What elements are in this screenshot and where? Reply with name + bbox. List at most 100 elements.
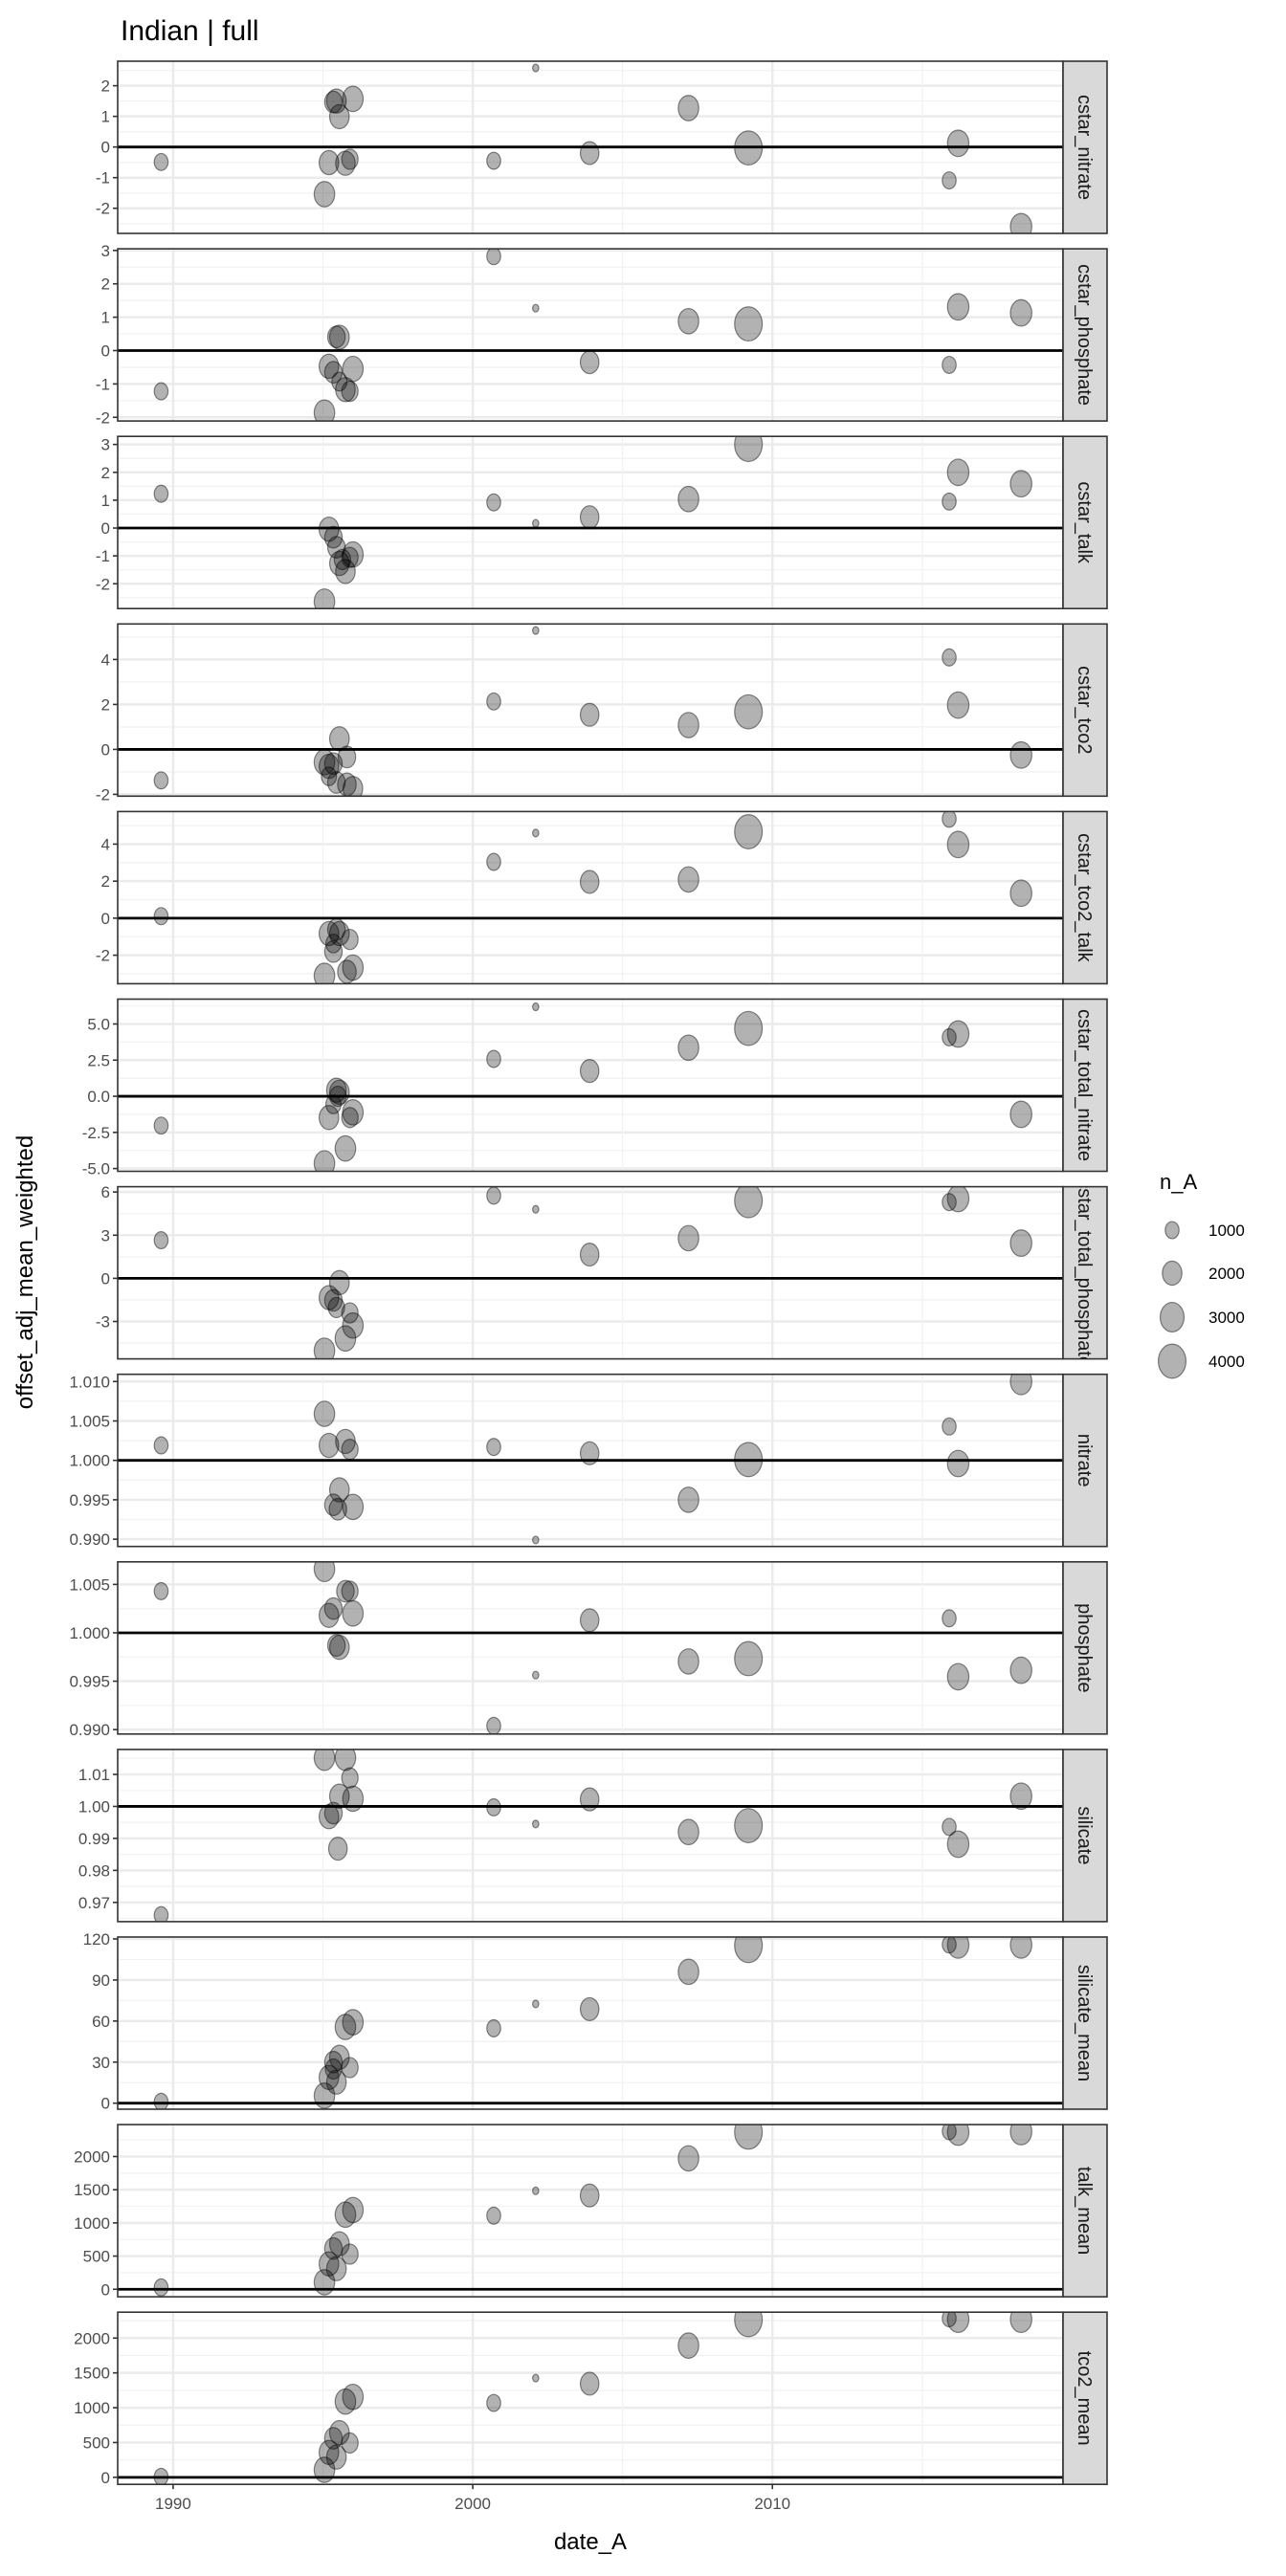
data-point	[325, 2256, 347, 2281]
data-point	[342, 355, 365, 383]
facet-panel-silicate-mean: 0 30 60 90 120 silicate_mean	[83, 1930, 1108, 2113]
data-point	[942, 811, 957, 828]
data-point	[532, 518, 540, 528]
y-tick-label: 2.5	[87, 1051, 110, 1069]
data-point	[734, 814, 764, 849]
y-tick-label: 4	[101, 650, 110, 669]
data-point	[942, 2125, 957, 2141]
y-tick-label: 0	[101, 910, 110, 928]
legend-key-circle	[1162, 1260, 1183, 1287]
data-point	[342, 540, 365, 568]
data-point	[334, 2014, 357, 2040]
facet-panel-silicate: 0.97 0.98 0.99 1.00 1.01 silicate	[78, 1749, 1108, 1923]
data-point	[326, 917, 346, 941]
data-point	[328, 2231, 350, 2257]
data-point	[677, 2332, 699, 2359]
data-point	[677, 485, 699, 513]
data-point	[532, 1819, 540, 1829]
data-point	[946, 1830, 970, 1859]
y-tick-label: -2	[96, 785, 110, 804]
data-point	[532, 1535, 540, 1545]
y-tick-label: 3	[101, 436, 110, 454]
data-point	[334, 1749, 357, 1772]
y-tick-label: 0.990	[69, 1530, 110, 1549]
y-tick-label: -1	[96, 169, 110, 187]
data-point	[677, 2145, 699, 2172]
y-axis-label: offset_adj_mean_weighted	[12, 1135, 38, 1409]
data-point	[153, 484, 169, 503]
y-tick-label: 60	[92, 2013, 110, 2031]
data-point	[734, 1442, 764, 1478]
data-point	[324, 934, 342, 954]
y-tick-label: 0.99	[78, 1830, 110, 1848]
y-tick-label: 1.01	[78, 1766, 110, 1784]
data-point	[734, 1640, 764, 1677]
data-point	[341, 1107, 359, 1129]
panel-background	[118, 1937, 1063, 2109]
y-tick-label: 30	[92, 2054, 110, 2072]
data-point	[335, 377, 356, 403]
legend-title: n_A	[1160, 1170, 1197, 1194]
data-point	[579, 1787, 600, 1812]
data-point	[342, 2196, 365, 2224]
data-point	[1009, 1937, 1032, 1959]
data-point	[486, 493, 501, 512]
panel-background	[118, 1186, 1063, 1359]
data-point	[318, 920, 340, 947]
data-point	[942, 1417, 957, 1436]
y-tick-label: 0.995	[69, 1673, 110, 1691]
facet-strip	[1062, 623, 1108, 798]
data-point	[486, 692, 501, 711]
y-tick-label: -5.0	[82, 1160, 110, 1178]
y-tick-label: 1.005	[69, 1575, 110, 1594]
y-tick-label: 2	[101, 872, 110, 891]
panel-plot-area	[118, 1186, 1063, 1359]
facet-strip-label-group: cstar_tco2_talk	[1074, 833, 1095, 963]
facet-strip-label: cstar_total_nitrate	[1074, 1009, 1095, 1161]
data-point	[341, 928, 359, 951]
data-point	[579, 702, 600, 727]
y-tick-label: 2	[101, 77, 110, 96]
data-point	[328, 2044, 350, 2070]
data-point	[677, 1034, 699, 1062]
data-point	[1009, 212, 1032, 233]
data-point	[579, 2183, 600, 2208]
data-point	[313, 1337, 336, 1359]
data-point	[532, 626, 540, 635]
data-point	[153, 907, 169, 926]
data-point	[341, 2432, 359, 2455]
data-point	[946, 1937, 970, 1959]
data-point	[1009, 740, 1032, 769]
panel-background	[118, 2125, 1063, 2298]
facet-strip	[1062, 60, 1108, 234]
y-tick-label: 0.98	[78, 1861, 110, 1880]
panel-plot-area	[118, 436, 1063, 609]
facet-strip-label-group: cstar_nitrate	[1074, 95, 1095, 200]
data-point	[1009, 879, 1032, 908]
data-point	[946, 2125, 970, 2147]
data-point	[318, 149, 340, 176]
data-point	[328, 1079, 350, 1106]
facet-strip-label: cstar_talk	[1074, 481, 1095, 564]
x-axis: 1990 2000 2010	[155, 2484, 790, 2513]
data-point	[342, 2383, 365, 2411]
y-tick-label: 3	[101, 242, 110, 260]
facet-panel-cstar-tco2: -2 0 2 4 cstar_tco2	[96, 623, 1108, 804]
y-tick-label: 0	[101, 740, 110, 759]
data-point	[486, 2018, 501, 2037]
data-point	[734, 694, 764, 730]
data-point	[153, 771, 169, 790]
data-point	[313, 181, 336, 208]
data-point	[579, 1243, 600, 1267]
data-point	[323, 939, 344, 963]
data-point	[153, 2092, 169, 2109]
data-point	[153, 1116, 169, 1135]
data-point	[328, 1634, 350, 1661]
data-point	[328, 920, 350, 947]
data-point	[342, 1785, 365, 1813]
data-point	[153, 1231, 169, 1250]
y-tick-label: 4	[101, 835, 110, 853]
data-point	[326, 771, 346, 794]
data-point	[579, 350, 600, 375]
